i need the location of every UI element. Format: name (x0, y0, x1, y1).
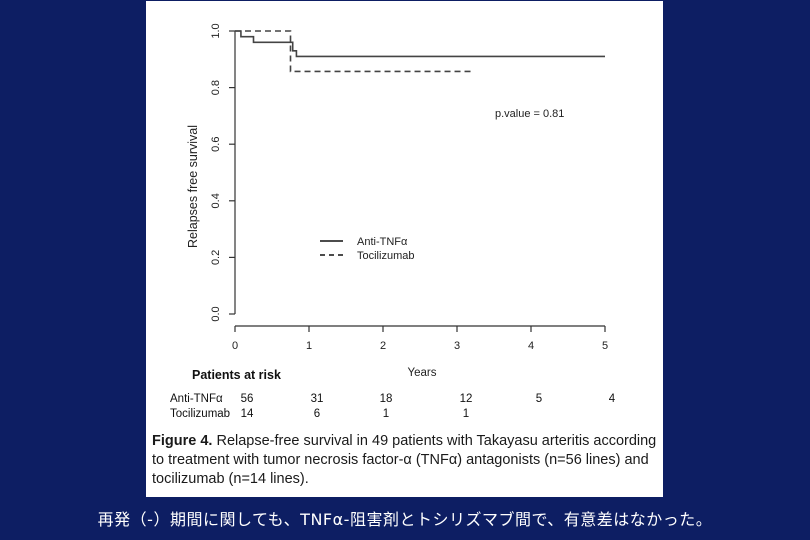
figure-panel: 0.0 0.2 0.4 0.6 0.8 1.0 0 1 2 3 4 5 Relapses free su… (146, 1, 663, 497)
y-tick-label: 0.8 (210, 80, 222, 95)
figure-caption-text: Relapse-free survival in 49 patients wit… (152, 433, 657, 487)
risk-value: 4 (609, 393, 616, 405)
risk-value: 1 (463, 408, 469, 420)
y-tick-label: 0.4 (210, 193, 222, 208)
risk-value: 12 (460, 393, 473, 405)
risk-value: 1 (383, 408, 389, 420)
p-value-annotation: p.value = 0.81 (495, 108, 564, 120)
x-tick-label: 2 (380, 340, 386, 352)
y-axis-title: Relapses free survival (186, 125, 200, 248)
survival-curve-tocilizumab (235, 30, 472, 73)
x-axis-title: Years (408, 367, 437, 379)
risk-table-title: Patients at risk (192, 368, 281, 382)
risk-value: 56 (241, 393, 254, 405)
risk-value: 18 (380, 393, 393, 405)
y-tick-label: 1.0 (210, 23, 222, 38)
figure-caption: Figure 4. Relapse-free survival in 49 pa… (152, 432, 657, 489)
survival-curve-anti-tnf (235, 30, 605, 58)
y-tick-label: 0.0 (210, 306, 222, 321)
x-tick-label: 3 (454, 340, 460, 352)
figure-caption-label: Figure 4. (152, 433, 213, 449)
x-tick-label: 0 (232, 340, 238, 352)
slide-caption: 再発（-）期間に関しても、TNFα-阻害剤とトシリズマブ間で、有意差はなかった。 (97, 510, 713, 529)
legend-label: Anti-TNFα (357, 236, 408, 248)
x-tick-label: 1 (306, 340, 312, 352)
risk-row-label: Anti-TNFα (170, 393, 223, 405)
y-tick-label: 0.6 (210, 137, 222, 152)
risk-row-label: Tocilizumab (170, 408, 230, 420)
x-tick-label: 5 (602, 340, 608, 352)
x-tick-label: 4 (528, 340, 534, 352)
risk-value: 14 (241, 408, 254, 420)
risk-value: 6 (314, 408, 320, 420)
y-tick-label: 0.2 (210, 250, 222, 265)
risk-value: 31 (311, 393, 324, 405)
risk-value: 5 (536, 393, 542, 405)
legend-label: Tocilizumab (357, 250, 414, 262)
